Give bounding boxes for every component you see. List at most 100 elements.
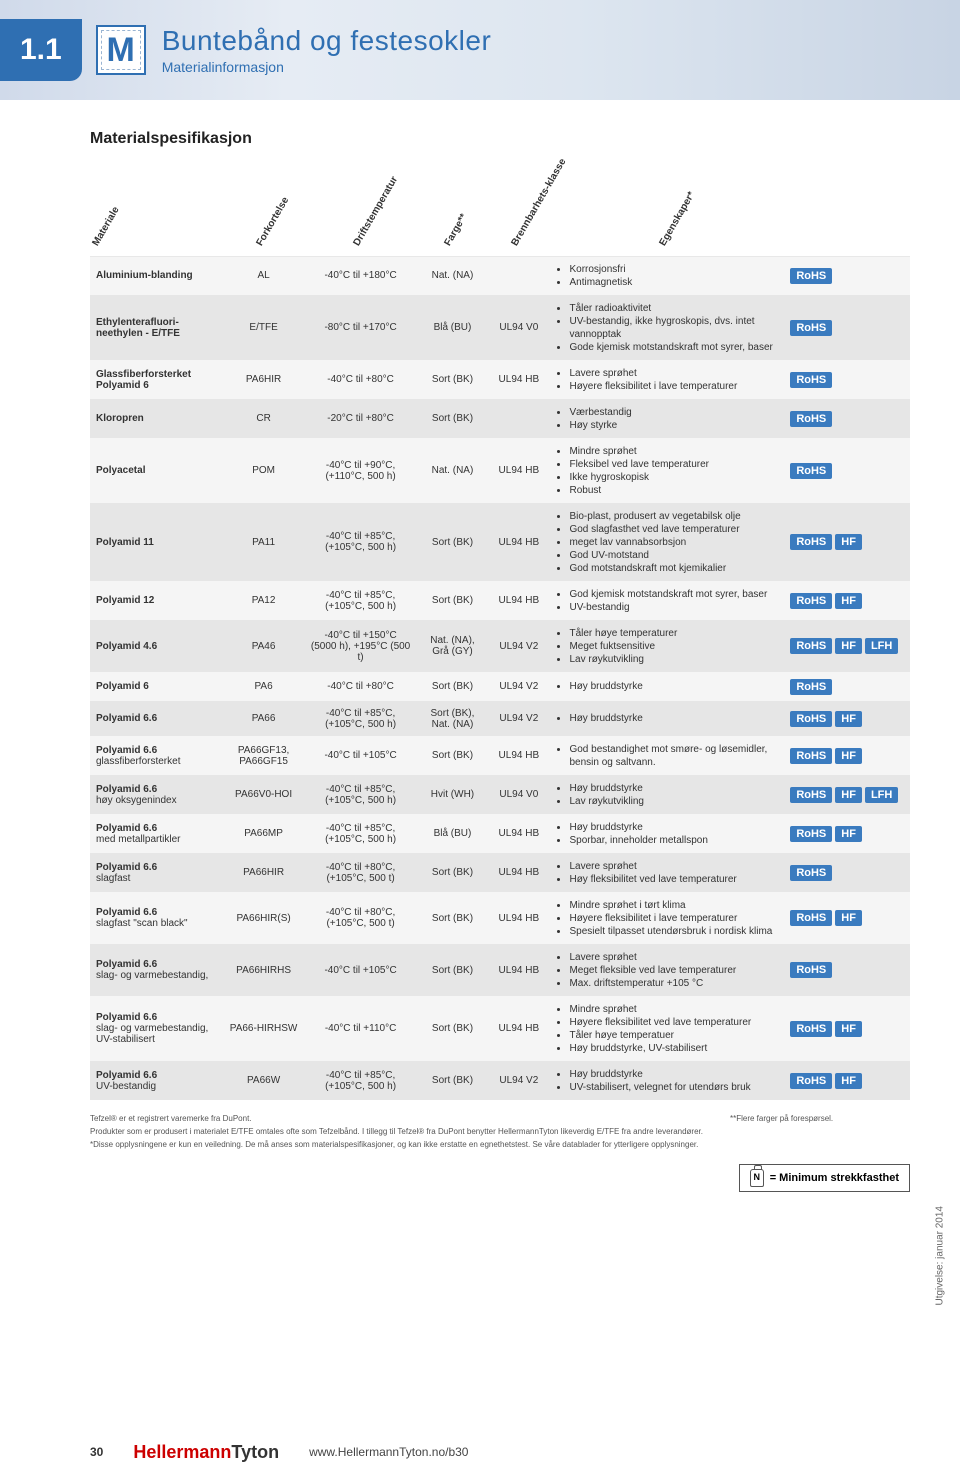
- badge-rohs: RoHS: [790, 711, 832, 727]
- table-row: Polyamid 6.6glassfiberforsterketPA66GF13…: [90, 736, 910, 775]
- badge-rohs: RoHS: [790, 1021, 832, 1037]
- cell-materiale: Polyamid 6: [90, 672, 223, 701]
- table-row: Polyamid 6PA6-40°C til +80°CSort (BK)UL9…: [90, 672, 910, 701]
- cell-forkortelse: PA11: [223, 503, 305, 581]
- cell-farge: Sort (BK): [417, 944, 488, 996]
- footnote-tefzel: Tefzel® er et registrert varemerke fra D…: [90, 1114, 710, 1124]
- badge-hf: HF: [835, 1021, 862, 1037]
- cell-materiale: Polyamid 6.6: [90, 701, 223, 736]
- page-number: 30: [90, 1445, 103, 1459]
- cell-badges: RoHSHF: [784, 581, 910, 620]
- cell-driftstemperatur: -40°C til +90°C, (+110°C, 500 h): [304, 438, 416, 503]
- footnote-star: *Disse opplysningene er kun en veilednin…: [90, 1140, 710, 1150]
- col-egenskaper: Egenskaper*: [549, 166, 784, 256]
- cell-driftstemperatur: -40°C til +85°C, (+105°C, 500 h): [304, 1061, 416, 1100]
- cell-brennbarhet: UL94 HB: [488, 438, 549, 503]
- cell-egenskaper: God bestandighet mot smøre- og løsemidle…: [549, 736, 784, 775]
- cell-egenskaper: Mindre sprøhetFleksibel ved lave tempera…: [549, 438, 784, 503]
- badge-rohs: RoHS: [790, 638, 832, 654]
- material-spec-table: Materiale Forkortelse Driftstemperatur F…: [90, 166, 910, 1101]
- badge-rohs: RoHS: [790, 962, 832, 978]
- cell-egenskaper: Mindre sprøhetHøyere fleksibilitet ved l…: [549, 996, 784, 1061]
- cell-materiale: Glassfiberforsterket Polyamid 6: [90, 360, 223, 399]
- badge-rohs: RoHS: [790, 1073, 832, 1089]
- cell-forkortelse: PA66W: [223, 1061, 305, 1100]
- min-strek-label: = Minimum strekkfasthet: [770, 1172, 899, 1184]
- cell-forkortelse: PA66MP: [223, 814, 305, 853]
- cell-egenskaper: God kjemisk motstandskraft mot syrer, ba…: [549, 581, 784, 620]
- badge-hf: HF: [835, 593, 862, 609]
- header-subtitle: Materialinformasjon: [162, 59, 492, 75]
- col-badges: [784, 166, 910, 256]
- cell-forkortelse: PA46: [223, 620, 305, 672]
- col-brennbarhet: Brennbarhets-klasse: [488, 166, 549, 256]
- footnote-farger-col: **Flere farger på forespørsel.: [730, 1111, 910, 1127]
- material-icon: M: [96, 25, 146, 75]
- cell-farge: Sort (BK): [417, 996, 488, 1061]
- cell-farge: Nat. (NA): [417, 438, 488, 503]
- cell-badges: RoHS: [784, 438, 910, 503]
- cell-forkortelse: PA66HIRHS: [223, 944, 305, 996]
- cell-egenskaper: Mindre sprøhet i tørt klimaHøyere fleksi…: [549, 892, 784, 944]
- cell-brennbarhet: UL94 V2: [488, 701, 549, 736]
- cell-materiale: Polyamid 6.6slag- og varmebestandig,: [90, 944, 223, 996]
- cell-egenskaper: Høy bruddstyrkeUV-stabilisert, velegnet …: [549, 1061, 784, 1100]
- cell-farge: Nat. (NA): [417, 256, 488, 295]
- footnotes: Tefzel® er et registrert varemerke fra D…: [90, 1111, 710, 1154]
- cell-farge: Sort (BK): [417, 672, 488, 701]
- badge-hf: HF: [835, 787, 862, 803]
- cell-driftstemperatur: -20°C til +80°C: [304, 399, 416, 438]
- issue-date: Utgivelse: januar 2014: [935, 1206, 946, 1306]
- badge-hf: HF: [835, 711, 862, 727]
- table-row: Aluminium-blandingAL-40°C til +180°CNat.…: [90, 256, 910, 295]
- table-row: Polyamid 6.6slag- og varmebestandig, UV-…: [90, 996, 910, 1061]
- cell-brennbarhet: UL94 V2: [488, 672, 549, 701]
- brand-part1: Hellermann: [133, 1442, 231, 1462]
- cell-egenskaper: KorrosjonsfriAntimagnetisk: [549, 256, 784, 295]
- cell-driftstemperatur: -40°C til +105°C: [304, 944, 416, 996]
- cell-farge: Blå (BU): [417, 295, 488, 360]
- cell-badges: RoHSHF: [784, 701, 910, 736]
- header-text: Buntebånd og festesokler Materialinforma…: [162, 25, 492, 75]
- table-row: Polyamid 6.6PA66-40°C til +85°C, (+105°C…: [90, 701, 910, 736]
- cell-materiale: Kloropren: [90, 399, 223, 438]
- cell-driftstemperatur: -40°C til +85°C, (+105°C, 500 h): [304, 503, 416, 581]
- col-forkortelse: Forkortelse: [223, 166, 305, 256]
- cell-driftstemperatur: -40°C til +150°C (5000 h), +195°C (500 t…: [304, 620, 416, 672]
- cell-badges: RoHS: [784, 944, 910, 996]
- cell-brennbarhet: UL94 HB: [488, 892, 549, 944]
- chapter-number: 1.1: [0, 19, 82, 81]
- cell-driftstemperatur: -40°C til +180°C: [304, 256, 416, 295]
- cell-brennbarhet: UL94 HB: [488, 814, 549, 853]
- page-footer: 30 HellermannTyton www.HellermannTyton.n…: [0, 1432, 960, 1483]
- table-row: Ethylenterafluori-neethylen - E/TFEE/TFE…: [90, 295, 910, 360]
- cell-badges: RoHS: [784, 295, 910, 360]
- col-materiale: Materiale: [90, 166, 223, 256]
- brand-logo: HellermannTyton: [133, 1442, 279, 1463]
- cell-brennbarhet: UL94 HB: [488, 503, 549, 581]
- cell-badges: RoHSHF: [784, 1061, 910, 1100]
- cell-brennbarhet: UL94 HB: [488, 853, 549, 892]
- cell-egenskaper: Lavere sprøhetHøy fleksibilitet ved lave…: [549, 853, 784, 892]
- footnote-prod: Produkter som er produsert i materialet …: [90, 1127, 710, 1137]
- badge-rohs: RoHS: [790, 910, 832, 926]
- cell-badges: RoHS: [784, 360, 910, 399]
- table-header-row: Materiale Forkortelse Driftstemperatur F…: [90, 166, 910, 256]
- cell-forkortelse: PA12: [223, 581, 305, 620]
- cell-driftstemperatur: -40°C til +85°C, (+105°C, 500 h): [304, 814, 416, 853]
- cell-farge: Sort (BK): [417, 736, 488, 775]
- cell-forkortelse: PA66GF13, PA66GF15: [223, 736, 305, 775]
- cell-brennbarhet: UL94 HB: [488, 996, 549, 1061]
- badge-hf: HF: [835, 910, 862, 926]
- header-title: Buntebånd og festesokler: [162, 25, 492, 57]
- cell-forkortelse: PA66HIR: [223, 853, 305, 892]
- cell-brennbarhet: UL94 V0: [488, 775, 549, 814]
- cell-materiale: Polyamid 6.6glassfiberforsterket: [90, 736, 223, 775]
- cell-materiale: Polyamid 4.6: [90, 620, 223, 672]
- cell-materiale: Polyamid 6.6slagfast: [90, 853, 223, 892]
- cell-materiale: Polyamid 6.6slag- og varmebestandig, UV-…: [90, 996, 223, 1061]
- cell-farge: Sort (BK): [417, 360, 488, 399]
- cell-egenskaper: Tåler høye temperaturerMeget fuktsensiti…: [549, 620, 784, 672]
- cell-materiale: Polyamid 6.6slagfast "scan black": [90, 892, 223, 944]
- cell-driftstemperatur: -40°C til +85°C, (+105°C, 500 h): [304, 775, 416, 814]
